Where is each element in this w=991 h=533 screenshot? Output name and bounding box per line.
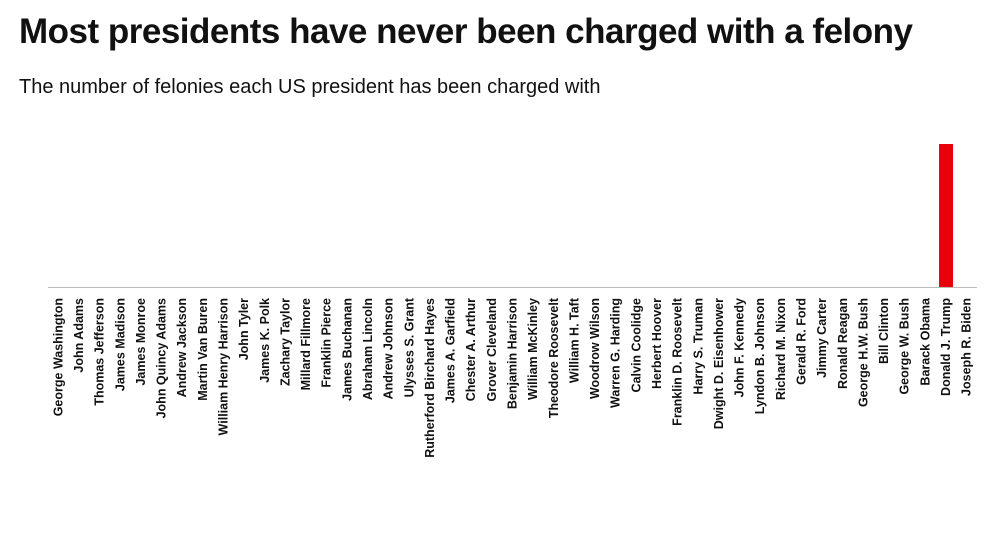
- x-tick-label: John Adams: [72, 298, 86, 373]
- x-tick-label: William H. Taft: [567, 297, 581, 383]
- x-tick-label: Donald J. Trump: [939, 298, 953, 396]
- x-tick-label: Chester A. Arthur: [464, 298, 478, 401]
- x-tick-label: Grover Cleveland: [485, 298, 499, 402]
- x-tick-label: John F. Kennedy: [733, 298, 747, 397]
- x-tick-label: James Monroe: [134, 298, 148, 386]
- x-tick-labels: George Washington John Adams Thomas Jeffer…: [51, 297, 973, 458]
- x-tick-label: Joseph R. Biden: [960, 298, 974, 396]
- chart-subtitle: The number of felonies each US president…: [19, 76, 601, 98]
- x-tick-label: Theodore Roosevelt: [547, 297, 561, 418]
- x-tick-label: Franklin D. Roosevelt: [671, 297, 685, 426]
- x-tick-label: Lyndon B. Johnson: [753, 298, 767, 414]
- x-tick-label: Martin Van Buren: [196, 298, 210, 401]
- x-tick-label: Franklin Pierce: [320, 298, 334, 388]
- x-tick-label: James Madison: [113, 298, 127, 391]
- x-tick-label: Dwight D. Eisenhower: [712, 298, 726, 429]
- x-tick-label: Harry S. Truman: [691, 298, 705, 395]
- bar-43: [939, 144, 954, 287]
- x-tick-label: Jimmy Carter: [815, 298, 829, 378]
- x-tick-label: Andrew Johnson: [382, 298, 396, 399]
- x-tick-label: William McKinley: [526, 298, 540, 400]
- x-tick-label: John Quincy Adams: [155, 298, 169, 418]
- x-tick-label: Thomas Jefferson: [93, 298, 107, 406]
- x-tick-label: Woodrow Wilson: [588, 298, 602, 399]
- x-tick-label: John Tyler: [237, 298, 251, 360]
- x-tick-label: George Washington: [51, 298, 65, 416]
- x-tick-label: Rutherford Birchard Hayes: [423, 298, 437, 458]
- x-tick-label: Barack Obama: [918, 297, 932, 386]
- chart-title: Most presidents have never been charged …: [19, 12, 913, 51]
- x-tick-label: Andrew Jackson: [175, 298, 189, 397]
- x-tick-label: Bill Clinton: [877, 298, 891, 364]
- x-tick-label: Herbert Hoover: [650, 298, 664, 389]
- x-tick-label: William Henry Harrison: [216, 298, 230, 435]
- x-tick-label: James A. Garfield: [444, 298, 458, 403]
- x-tick-label: Millard Fillmore: [299, 298, 313, 390]
- x-tick-label: James Buchanan: [340, 298, 354, 401]
- x-tick-label: Abraham Lincoln: [361, 298, 375, 400]
- x-tick-label: Ronald Reagan: [836, 298, 850, 389]
- x-tick-label: Warren G. Harding: [609, 298, 623, 408]
- x-tick-label: George W. Bush: [898, 298, 912, 395]
- bars-group: [939, 144, 954, 287]
- x-tick-label: Benjamin Harrison: [506, 298, 520, 409]
- x-tick-label: Richard M. Nixon: [774, 298, 788, 400]
- x-tick-label: Zachary Taylor: [278, 298, 292, 386]
- x-tick-label: Ulysses S. Grant: [402, 297, 416, 397]
- x-tick-label: James K. Polk: [258, 298, 272, 383]
- x-tick-label: Gerald R. Ford: [795, 298, 809, 385]
- x-tick-label: Calvin Coolidge: [629, 298, 643, 393]
- x-tick-label: George H.W. Bush: [856, 298, 870, 407]
